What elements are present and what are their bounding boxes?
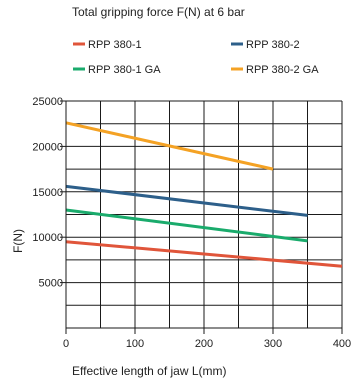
- series-lines: [65, 121, 343, 268]
- axes: 5000 10000 15000 20000 25000 0 100 200 300 400: [32, 96, 351, 350]
- legend-entry: RPP 380-1 GA: [88, 64, 161, 76]
- x-tick-label: 200: [195, 338, 213, 350]
- legend: RPP 380-1 RPP 380-2 RPP 380-1 GA RPP 380-2 …: [73, 39, 319, 76]
- legend-entry: RPP 380-1: [88, 39, 142, 51]
- y-axis-label: F(N): [11, 229, 25, 253]
- legend-entry: RPP 380-2 GA: [246, 64, 319, 76]
- chart-title: Total gripping force F(N) at 6 bar: [72, 5, 245, 19]
- y-tick-label: 5000: [39, 278, 63, 290]
- y-tick-label: 25000: [32, 96, 63, 108]
- x-tick-label: 0: [63, 338, 69, 350]
- y-tick-label: 15000: [32, 187, 63, 199]
- y-tick-label: 20000: [32, 141, 63, 153]
- x-tick-label: 400: [333, 338, 351, 350]
- series-line: [65, 208, 308, 243]
- y-tick-label: 10000: [32, 232, 63, 244]
- x-axis-label: Effective length of jaw L(mm): [72, 364, 227, 378]
- series-line: [65, 240, 343, 268]
- legend-entry: RPP 380-2: [246, 39, 300, 51]
- x-tick-label: 300: [264, 338, 282, 350]
- series-line: [65, 184, 308, 217]
- series-line: [65, 121, 274, 171]
- x-tick-label: 100: [126, 338, 144, 350]
